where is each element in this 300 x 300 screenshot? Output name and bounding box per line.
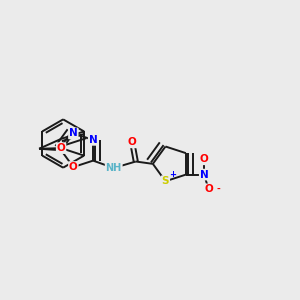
Text: N: N (89, 135, 98, 145)
Text: -: - (217, 185, 221, 194)
Text: O: O (69, 162, 78, 172)
Text: NH: NH (106, 163, 122, 173)
Text: N: N (69, 128, 78, 138)
Text: +: + (169, 170, 176, 179)
Text: O: O (57, 143, 65, 153)
Text: O: O (128, 137, 136, 147)
Text: N: N (200, 169, 208, 180)
Text: O: O (204, 184, 213, 194)
Text: O: O (200, 154, 208, 164)
Text: S: S (162, 176, 169, 186)
